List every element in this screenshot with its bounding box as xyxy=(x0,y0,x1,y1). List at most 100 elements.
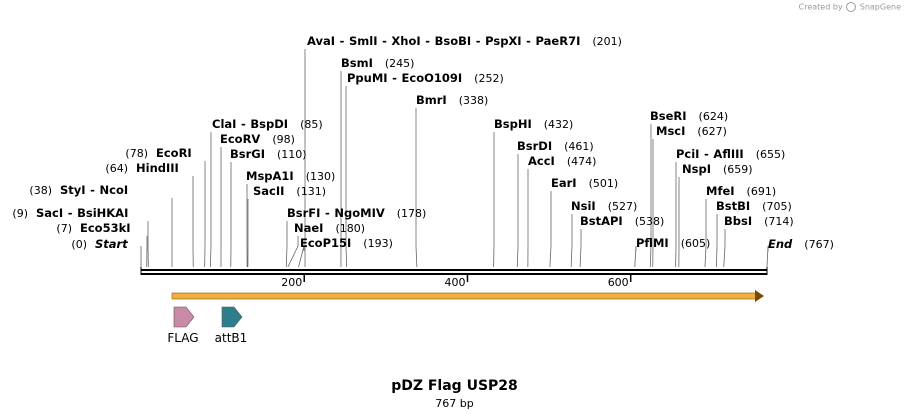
site-position: (178) xyxy=(397,207,427,220)
plasmid-length: 767 bp xyxy=(435,397,474,410)
site-ppumi-ecoo109i[interactable]: PpuMI - EcoO109I (252) xyxy=(347,71,504,85)
site-bsmi[interactable]: BsmI (245) xyxy=(341,56,414,70)
feature-arrow-icon xyxy=(221,306,243,328)
site-position: (538) xyxy=(635,215,665,228)
site-bseri[interactable]: BseRI (624) xyxy=(650,109,728,123)
leader-end xyxy=(766,245,769,268)
site-position: (85) xyxy=(300,118,323,131)
site-name: HindIII xyxy=(136,161,179,175)
site-bmri[interactable]: BmrI (338) xyxy=(416,93,488,107)
site-pcii-afliii[interactable]: PciI - AflIII (655) xyxy=(676,147,785,161)
tick-label-600: 600 xyxy=(608,276,629,289)
site-sacii[interactable]: SacII (131) xyxy=(253,184,326,198)
site-hindiii[interactable]: (64) HindIII xyxy=(105,161,178,175)
leader-bsrfi-ngomiv xyxy=(285,221,288,268)
leader-bbsi xyxy=(723,229,726,268)
site-position: (691) xyxy=(747,185,777,198)
site-position: (714) xyxy=(764,215,794,228)
site-styi-ncoi[interactable]: (38) StyI - NcoI xyxy=(29,183,128,197)
site-position: (131) xyxy=(296,185,326,198)
site-name: NspI xyxy=(682,162,711,176)
site-bsrdi[interactable]: BsrDI (461) xyxy=(517,139,594,153)
site-pflmi[interactable]: PflMI (605) xyxy=(636,236,710,250)
site-position: (705) xyxy=(762,200,792,213)
site-position: (201) xyxy=(592,35,622,48)
site-end[interactable]: End (767) xyxy=(768,237,834,251)
site-position: (605) xyxy=(681,237,711,250)
site-position: (432) xyxy=(544,118,574,131)
site-name: ClaI - BspDI xyxy=(212,117,288,131)
snapgene-credit: Created by SnapGene xyxy=(799,2,901,12)
site-nsii[interactable]: NsiI (527) xyxy=(571,199,637,213)
site-name: NsiI xyxy=(571,199,596,213)
site-position: (624) xyxy=(699,110,729,123)
site-name: BstBI xyxy=(716,199,750,213)
site-name: Eco53kI xyxy=(80,221,131,235)
site-bsphi[interactable]: BspHI (432) xyxy=(494,117,573,131)
orf-arrow-body[interactable] xyxy=(171,292,757,300)
site-bbsi[interactable]: BbsI (714) xyxy=(724,214,794,228)
site-naei[interactable]: NaeI (180) xyxy=(294,221,365,235)
site-name: SacII xyxy=(253,184,284,198)
site-name: MfeI xyxy=(706,184,735,198)
site-name: NaeI xyxy=(294,221,323,235)
site-name: BsrDI xyxy=(517,139,552,153)
site-name: EcoP15I xyxy=(300,236,351,250)
leader-bstapi xyxy=(579,229,582,268)
site-ecori[interactable]: (78) EcoRI xyxy=(125,146,191,160)
site-name: BsrFI - NgoMIV xyxy=(287,206,385,220)
site-start[interactable]: (0) Start xyxy=(71,237,128,251)
site-name: End xyxy=(768,237,793,251)
site-position: (38) xyxy=(29,184,52,197)
site-eari[interactable]: EarI (501) xyxy=(551,176,618,190)
site-name: MspA1I xyxy=(246,169,294,183)
site-ecop15i[interactable]: EcoP15I (193) xyxy=(300,236,393,250)
feature-label: FLAG xyxy=(167,331,198,345)
credit-prefix: Created by xyxy=(798,2,843,12)
site-name: PpuMI - EcoO109I xyxy=(347,71,462,85)
site-position: (474) xyxy=(567,155,597,168)
site-name: MscI xyxy=(656,124,685,138)
site-name: PflMI xyxy=(636,236,669,250)
site-position: (767) xyxy=(804,238,834,251)
leader-eari xyxy=(549,191,552,268)
site-mspa1i[interactable]: MspA1I (130) xyxy=(246,169,335,183)
site-position: (527) xyxy=(608,200,638,213)
leader-ppumi-ecoo109i xyxy=(345,86,348,268)
site-eco53ki[interactable]: (7) Eco53kI xyxy=(56,221,130,235)
site-saci-bsihkai[interactable]: (9) SacI - BsiHKAI xyxy=(12,206,128,220)
plasmid-title: pDZ Flag USP28 xyxy=(391,378,518,394)
site-bsrfi-ngomiv[interactable]: BsrFI - NgoMIV (178) xyxy=(287,206,426,220)
site-name: EarI xyxy=(551,176,577,190)
site-nspi[interactable]: NspI (659) xyxy=(682,162,753,176)
sequence-backbone: 200 400 600 xyxy=(140,267,768,289)
site-position: (245) xyxy=(385,57,415,70)
site-mfei[interactable]: MfeI (691) xyxy=(706,184,776,198)
site-name: StyI - NcoI xyxy=(60,183,128,197)
leader-mfei xyxy=(704,199,707,268)
leader-bstbi xyxy=(715,214,718,268)
snapgene-logo-icon xyxy=(846,2,857,12)
feature-attb1[interactable]: attB1 xyxy=(215,306,248,345)
leader-clai-bspdi xyxy=(209,132,212,268)
site-labels: (0) Start (7) Eco53kI (9) SacI - BsiHKAI (38) S… xyxy=(12,34,833,251)
site-msci[interactable]: MscI (627) xyxy=(656,124,727,138)
site-bstbi[interactable]: BstBI (705) xyxy=(716,199,792,213)
site-clai-bspdi[interactable]: ClaI - BspDI (85) xyxy=(212,117,323,131)
site-position: (252) xyxy=(474,72,504,85)
site-bstapi[interactable]: BstAPI (538) xyxy=(580,214,664,228)
site-position: (180) xyxy=(335,222,365,235)
site-avai-smli-xhoi-bsobi-pspxi-paer7i[interactable]: AvaI - SmlI - XhoI - BsoBI - PspXI - Pae… xyxy=(307,34,622,48)
site-name: BbsI xyxy=(724,214,752,228)
site-name: AccI xyxy=(528,154,555,168)
site-position: (655) xyxy=(756,148,786,161)
site-bsrgi[interactable]: BsrGI (110) xyxy=(230,147,307,161)
site-position: (9) xyxy=(12,207,28,220)
site-ecorv[interactable]: EcoRV (98) xyxy=(220,132,295,146)
site-acci[interactable]: AccI (474) xyxy=(528,154,596,168)
site-name: PciI - AflIII xyxy=(676,147,744,161)
site-position: (130) xyxy=(306,170,336,183)
tick-label-200: 200 xyxy=(281,276,302,289)
feature-flag[interactable]: FLAG xyxy=(167,306,199,345)
